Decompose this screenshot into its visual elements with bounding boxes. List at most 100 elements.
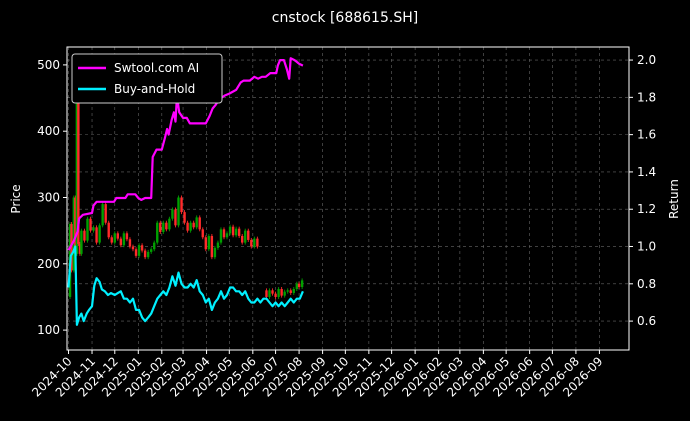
price-candle — [247, 230, 250, 240]
price-candle — [213, 247, 217, 258]
price-candle — [75, 84, 79, 254]
y2-tick-label: 1.4 — [637, 165, 656, 179]
price-candle — [116, 233, 120, 239]
price-candle — [98, 225, 101, 243]
price-candle — [183, 212, 186, 223]
price-candle — [107, 222, 110, 238]
price-candle — [201, 229, 204, 238]
price-candle — [297, 283, 301, 288]
buy-and-hold-line — [67, 245, 304, 326]
price-candle — [137, 245, 141, 256]
price-candle — [171, 209, 174, 219]
price-candle — [122, 233, 126, 246]
return-series — [67, 57, 304, 326]
price-candle — [240, 235, 244, 243]
price-candle — [283, 291, 286, 296]
y2-tick-label: 0.6 — [637, 314, 656, 328]
price-candle — [125, 233, 129, 240]
price-candle — [174, 209, 177, 226]
price-candle — [198, 217, 201, 230]
legend-label-buy-and-hold: Buy-and-Hold — [114, 82, 195, 96]
chart-title: cnstock [688615.SH] — [272, 10, 418, 26]
price-candle — [228, 226, 232, 234]
price-candle — [162, 222, 165, 232]
price-candle — [165, 222, 168, 230]
price-candle — [277, 289, 280, 297]
y2-axis-label: Return — [667, 179, 681, 219]
y-tick-label: 300 — [37, 191, 60, 205]
price-candle — [300, 280, 304, 288]
y2-tick-label: 1.0 — [637, 240, 656, 254]
price-candle — [159, 222, 162, 232]
price-candle — [83, 230, 86, 241]
price-candle — [244, 230, 247, 243]
price-candle — [101, 204, 104, 226]
price-candle — [234, 228, 238, 236]
price-candle — [222, 229, 226, 238]
strategy-line — [67, 57, 304, 251]
price-candle — [110, 237, 113, 243]
legend-box — [71, 53, 223, 104]
price-candle — [168, 218, 171, 230]
price-candle — [225, 233, 229, 238]
price-candle — [274, 293, 277, 297]
price-candle — [77, 84, 80, 244]
price-candle — [149, 249, 153, 252]
price-candle — [265, 290, 268, 297]
price-candle — [207, 235, 211, 250]
y-tick-label: 400 — [37, 124, 60, 138]
price-candle — [180, 197, 183, 213]
x-axis: 2024-102024-112024-122025-012025-022025-… — [29, 350, 606, 400]
price-candle — [192, 222, 195, 228]
price-candle — [156, 222, 159, 243]
price-candle — [216, 242, 220, 248]
price-candle — [253, 238, 256, 247]
y-tick-label: 200 — [37, 257, 60, 271]
price-candle — [95, 227, 98, 243]
y2-tick-label: 1.8 — [637, 90, 656, 104]
plot-frame — [66, 46, 630, 351]
price-candle — [237, 228, 241, 236]
price-candle — [104, 204, 107, 223]
y2-tick-label: 2.0 — [637, 53, 656, 67]
price-candle — [146, 251, 150, 258]
legend: Swtool.com AI Buy-and-Hold — [71, 53, 223, 104]
price-candle — [286, 290, 289, 292]
price-candle — [256, 238, 259, 247]
price-candle — [89, 218, 92, 231]
price-candle — [231, 226, 235, 236]
price-candle — [80, 230, 83, 254]
price-candle — [143, 250, 147, 258]
price-candle — [119, 238, 123, 246]
price-candle — [219, 229, 223, 243]
y-axis-label: Price — [9, 184, 23, 213]
legend-label-strategy: Swtool.com AI — [114, 61, 199, 75]
price-candle — [92, 227, 95, 231]
price-candles — [68, 82, 304, 299]
price-candle — [74, 197, 77, 254]
y2-tick-label: 1.2 — [637, 202, 656, 216]
price-candle — [195, 217, 198, 228]
price-candle — [134, 249, 138, 256]
price-candle — [210, 235, 214, 258]
y2-tick-label: 1.6 — [637, 128, 656, 142]
price-candle — [250, 239, 253, 247]
price-candle — [131, 246, 135, 250]
price-candle — [78, 243, 82, 254]
price-candle — [128, 239, 132, 247]
y-axis-left: 100 200 300 400 500 — [37, 58, 67, 337]
price-candle — [289, 290, 292, 293]
y-axis-right: 0.6 0.8 1.0 1.2 1.4 1.6 1.8 2.0 — [629, 53, 656, 328]
price-candle — [70, 224, 73, 271]
y-tick-label: 100 — [37, 323, 60, 337]
price-candle — [177, 197, 180, 226]
price-candle — [189, 222, 192, 231]
price-candle — [292, 289, 295, 293]
price-candle — [268, 290, 271, 297]
y2-tick-label: 0.8 — [637, 277, 656, 291]
price-candle — [204, 237, 207, 250]
y-tick-label: 500 — [37, 58, 60, 72]
price-candle — [271, 290, 274, 294]
price-candle — [295, 283, 299, 290]
